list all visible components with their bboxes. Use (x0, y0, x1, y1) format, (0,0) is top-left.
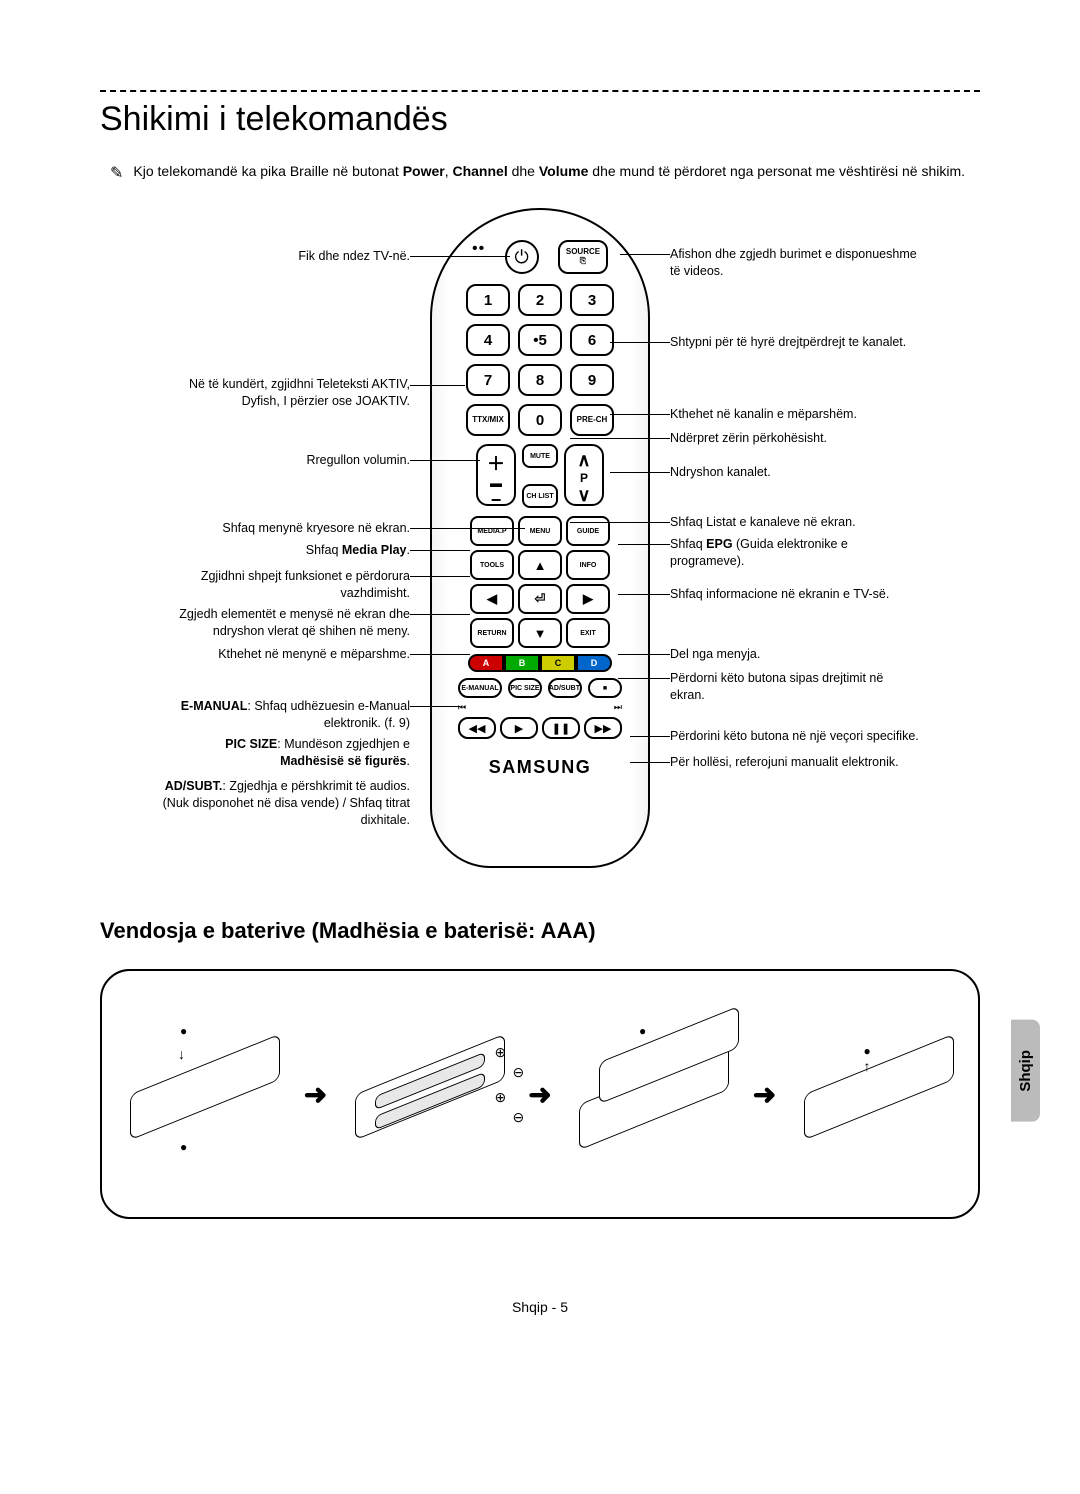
adsubt-button: AD/SUBT. (548, 678, 582, 698)
label-picsize: PIC SIZE: Mundëson zgjedhjen e Madhësisë… (100, 736, 410, 770)
label-adsubt: AD/SUBT.: Zgjedhja e përshkrimit të audi… (100, 778, 410, 829)
note-row: ✎ Kjo telekomandë ka pika Braille në but… (110, 161, 970, 186)
num-7: 7 (466, 364, 510, 396)
ttxmix-button: TTX/MIX (466, 404, 510, 436)
remote-diagram: •• ⏻ SOURCE ⎘ 123 4•56 789 TTX/MIX0PRE-C… (100, 208, 980, 888)
battery-step-2: ⊕ ⊖ ⊕ ⊖ (345, 994, 512, 1194)
source-button: SOURCE ⎘ (558, 240, 608, 274)
playback-row: ⏮⏭ (458, 702, 622, 713)
label-playback: Për hollësi, referojuni manualit elektro… (670, 754, 980, 771)
num-5: •5 (518, 324, 562, 356)
nav-up: ▲ (518, 550, 562, 580)
num-1: 1 (466, 284, 510, 316)
label-volume: Rregullon volumin. (100, 452, 410, 469)
emanual-button: E-MANUAL (458, 678, 502, 698)
note-text: Kjo telekomandë ka pika Braille në buton… (133, 161, 965, 182)
label-return: Kthehet në menynë e mëparshme. (100, 646, 410, 663)
num-6: 6 (570, 324, 614, 356)
menu-button: MENU (518, 516, 562, 546)
label-mute: Ndërpret zërin përkohësisht. (670, 430, 980, 447)
info-button: INFO (566, 550, 610, 580)
label-guide: Shfaq EPG (Guida elektronike e programev… (670, 536, 980, 570)
volume-rocker: ＋▬− (476, 444, 516, 506)
label-tools: Zgjidhni shpejt funksionet e përdorurava… (100, 568, 410, 602)
stop-button: ■ (588, 678, 622, 698)
label-nav: Zgjedh elementët e menysë në ekran dhend… (100, 606, 410, 640)
label-numpad: Shtypni për të hyrë drejtpërdrejt te kan… (670, 334, 980, 351)
label-colors: Përdorni këto butona sipas drejtimit nëe… (670, 670, 980, 704)
battery-step-3: ● (569, 994, 736, 1194)
battery-step-4: ↑ ● (794, 994, 961, 1194)
rewind-button: ◀◀ (458, 717, 496, 739)
num-3: 3 (570, 284, 614, 316)
chlist-button: CH LIST (522, 484, 558, 508)
remote-body: •• ⏻ SOURCE ⎘ 123 4•56 789 TTX/MIX0PRE-C… (430, 208, 650, 868)
fwd-button: ▶▶ (584, 717, 622, 739)
pause-button: ❚❚ (542, 717, 580, 739)
label-info: Shfaq informacione në ekranin e TV-së. (670, 586, 980, 603)
return-button: RETURN (470, 618, 514, 648)
battery-step-1: ● ↓ ● (120, 994, 287, 1194)
prech-button: PRE-CH (570, 404, 614, 436)
num-4: 4 (466, 324, 510, 356)
picsize-button: PIC SIZE (508, 678, 542, 698)
label-ttx: Në të kundërt, zgjidhni Teleteksti AKTIV… (100, 376, 410, 410)
num-0: 0 (518, 404, 562, 436)
label-prech: Kthehet në kanalin e mëparshëm. (670, 406, 980, 423)
page-footer: Shqip - 5 (100, 1299, 980, 1315)
step-arrow-icon: ➜ (750, 1079, 780, 1109)
guide-button: GUIDE (566, 516, 610, 546)
tools-button: TOOLS (470, 550, 514, 580)
mediap-button: MEDIA.P (470, 516, 514, 546)
label-mediap: Shfaq Media Play. (100, 542, 410, 559)
num-8: 8 (518, 364, 562, 396)
exit-button: EXIT (566, 618, 610, 648)
nav-right: ▶ (566, 584, 610, 614)
page-title: Shikimi i telekomandës (100, 100, 980, 139)
battery-diagram: ● ↓ ● ➜ ⊕ ⊖ ⊕ ⊖ ➜ ● ➜ ↑ ● (100, 969, 980, 1219)
brand-logo: SAMSUNG (450, 757, 630, 778)
label-power: Fik dhe ndez TV-në. (100, 248, 410, 265)
color-buttons: A B C D (450, 654, 630, 672)
language-side-tab: Shqip (1011, 1020, 1040, 1122)
num-9: 9 (570, 364, 614, 396)
nav-down: ▼ (518, 618, 562, 648)
label-chlist: Shfaq Listat e kanaleve në ekran. (670, 514, 980, 531)
step-arrow-icon: ➜ (301, 1079, 331, 1109)
power-button: ⏻ (505, 240, 539, 274)
step-arrow-icon: ➜ (525, 1079, 555, 1109)
nav-left: ◀ (470, 584, 514, 614)
label-exit: Del nga menyja. (670, 646, 980, 663)
label-source: Afishon dhe zgjedh burimet e disponueshm… (670, 246, 980, 280)
mute-button: MUTE (522, 444, 558, 468)
note-icon: ✎ (110, 162, 123, 186)
label-menu: Shfaq menynë kryesore në ekran. (100, 520, 410, 537)
nav-enter: ⏎ (518, 584, 562, 614)
battery-heading: Vendosja e baterive (Madhësia e baterisë… (100, 918, 980, 944)
label-emanual: E-MANUAL: Shfaq udhëzuesin e-Manual elek… (100, 698, 410, 732)
label-special: Përdorini këto butona në një veçori spec… (670, 728, 980, 745)
dashed-divider (100, 90, 980, 92)
label-ch: Ndryshon kanalet. (670, 464, 980, 481)
play-button: ▶ (500, 717, 538, 739)
channel-rocker: ∧P∨ (564, 444, 604, 506)
num-2: 2 (518, 284, 562, 316)
ir-dots-icon: •• (472, 240, 485, 274)
